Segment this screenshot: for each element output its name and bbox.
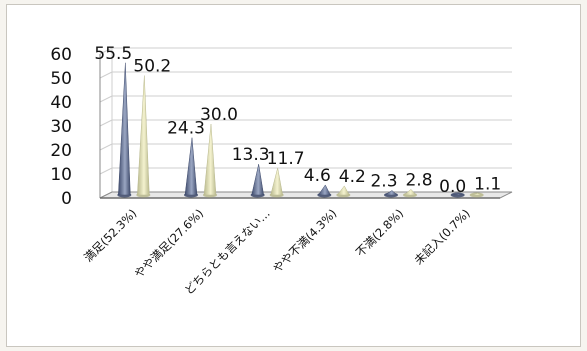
data-label: 13.3 [232,145,270,165]
data-label: 24.3 [167,119,205,139]
x-tick-label: やや満足(27.6%) [132,206,207,281]
x-tick-label: 不満(2.8%) [353,206,406,259]
x-tick-label: やや不満(4.3%) [270,206,339,275]
cone-bar [184,137,198,196]
cone-bar [384,190,398,196]
chart-container [6,4,581,347]
gridline-side [99,119,113,127]
data-label: 2.3 [370,171,397,191]
data-label: 2.8 [405,170,432,190]
y-tick-label: 40 [50,93,72,113]
gridline-side [99,167,113,175]
cone-bar [470,193,483,196]
cone-bar [203,123,217,196]
cone-bar [137,75,150,196]
data-label: 1.1 [474,174,501,194]
y-tick-label: 30 [50,117,72,137]
cone-bar [317,184,331,196]
data-label: 0.0 [439,177,466,197]
data-label: 30.0 [200,105,238,125]
data-label: 4.2 [339,167,366,187]
gridline-side [99,95,113,103]
data-label: 50.2 [133,57,171,77]
y-tick-label: 20 [50,141,72,161]
data-label: 11.7 [267,149,305,169]
cone-bar [451,193,464,196]
y-tick-label: 60 [50,45,72,65]
x-tick-label: 満足(52.3%) [81,206,139,264]
cone-bar [336,185,350,196]
data-label: 55.5 [94,44,132,64]
y-tick-label: 10 [50,165,72,185]
gridline-side [99,47,113,55]
cone-bar [251,164,264,196]
gridline-side [99,143,113,151]
data-label: 4.6 [304,166,331,186]
x-tick-label: 未記入(0.7%) [411,206,472,267]
cone-bar [270,167,283,196]
gridline-side [99,71,113,79]
cone-bar [403,188,417,196]
cone-bar [118,62,131,196]
y-tick-label: 0 [61,189,72,209]
y-tick-label: 50 [50,69,72,89]
